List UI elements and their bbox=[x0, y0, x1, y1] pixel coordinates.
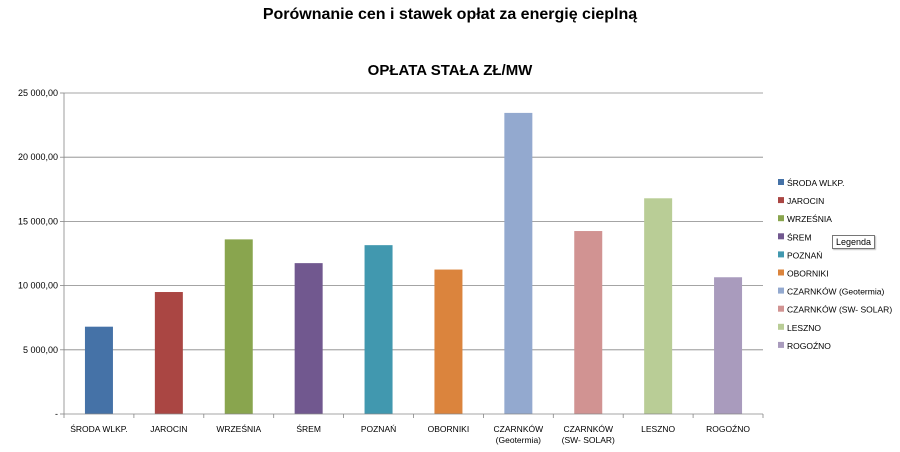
bar[interactable] bbox=[504, 112, 533, 414]
y-tick-label: 10 000,00 bbox=[18, 281, 58, 291]
page-title: Porównanie cen i stawek opłat za energię… bbox=[262, 6, 638, 23]
chart-title: OPŁATA STAŁA ZŁ/MW bbox=[367, 62, 533, 79]
bar[interactable] bbox=[574, 231, 603, 414]
legend-swatch bbox=[778, 233, 784, 240]
x-category-labels: ŚRODA WLKP. JAROCIN WRZEŚNIA ŚREM POZNAŃ OBOR… bbox=[70, 423, 750, 445]
bar[interactable] bbox=[714, 277, 743, 414]
x-category-label: LESZNO bbox=[641, 424, 675, 434]
legend-entry[interactable]: LESZNO bbox=[787, 323, 821, 333]
legend-swatch bbox=[778, 341, 784, 348]
legend-swatch bbox=[778, 197, 784, 204]
bar[interactable] bbox=[224, 239, 253, 414]
x-category-label: CZARNKÓW bbox=[494, 424, 544, 434]
legend-entry[interactable]: ŚREM bbox=[787, 231, 812, 242]
axes bbox=[60, 92, 764, 418]
legend-swatch bbox=[778, 179, 784, 185]
legend-tooltip: Legenda bbox=[832, 235, 876, 249]
legend-entry[interactable]: POZNAŃ bbox=[787, 250, 822, 260]
bar[interactable] bbox=[364, 245, 393, 414]
x-category-label: ROGOŹNO bbox=[706, 424, 750, 434]
x-category-label: ŚRODA WLKP. bbox=[70, 423, 127, 434]
legend-swatch bbox=[778, 287, 784, 294]
x-category-label: JAROCIN bbox=[150, 424, 187, 434]
legend-entry[interactable]: ŚRODA WLKP. bbox=[787, 177, 844, 188]
legend-swatch bbox=[778, 269, 784, 276]
x-category-label: CZARNKÓW bbox=[563, 424, 613, 434]
legend-swatch bbox=[778, 323, 784, 330]
x-category-label: (SW- SOLAR) bbox=[562, 435, 615, 445]
bars bbox=[84, 112, 743, 414]
bar[interactable] bbox=[434, 269, 463, 414]
legend-entry[interactable]: CZARNKÓW (Geotermia) bbox=[787, 287, 884, 297]
bar[interactable] bbox=[644, 198, 673, 414]
y-tick-label: 25 000,00 bbox=[18, 88, 58, 98]
bar[interactable] bbox=[294, 263, 323, 414]
legend-entry[interactable]: ROGOŹNO bbox=[787, 341, 831, 351]
y-tick-labels: - 5 000,00 10 000,00 15 000,00 20 000,00 25 0… bbox=[18, 88, 58, 419]
legend-swatch bbox=[778, 215, 784, 222]
legend-swatch bbox=[778, 251, 784, 258]
y-tick-label: 15 000,00 bbox=[18, 216, 58, 226]
legend-entry[interactable]: CZARNKÓW (SW- SOLAR) bbox=[787, 305, 892, 315]
legend-entry[interactable]: OBORNIKI bbox=[787, 269, 829, 279]
legend-entry[interactable]: WRZEŚNIA bbox=[787, 213, 832, 224]
legend-entry[interactable]: JAROCIN bbox=[787, 196, 824, 206]
y-tick-label: 20 000,00 bbox=[18, 152, 58, 162]
x-category-label: WRZEŚNIA bbox=[216, 423, 261, 434]
legend-swatch bbox=[778, 305, 784, 312]
x-category-label: (Geotermia) bbox=[496, 435, 542, 445]
y-tick-label: - bbox=[55, 409, 58, 419]
x-category-label: POZNAŃ bbox=[361, 424, 396, 434]
x-category-label: ŚREM bbox=[296, 423, 321, 434]
bar[interactable] bbox=[84, 326, 113, 414]
y-tick-label: 5 000,00 bbox=[23, 345, 58, 355]
x-category-label: OBORNIKI bbox=[428, 424, 470, 434]
legend[interactable]: ŚRODA WLKP. JAROCIN WRZEŚNIA ŚREM POZNAŃ OBOR… bbox=[778, 177, 892, 351]
bar[interactable] bbox=[154, 292, 183, 414]
